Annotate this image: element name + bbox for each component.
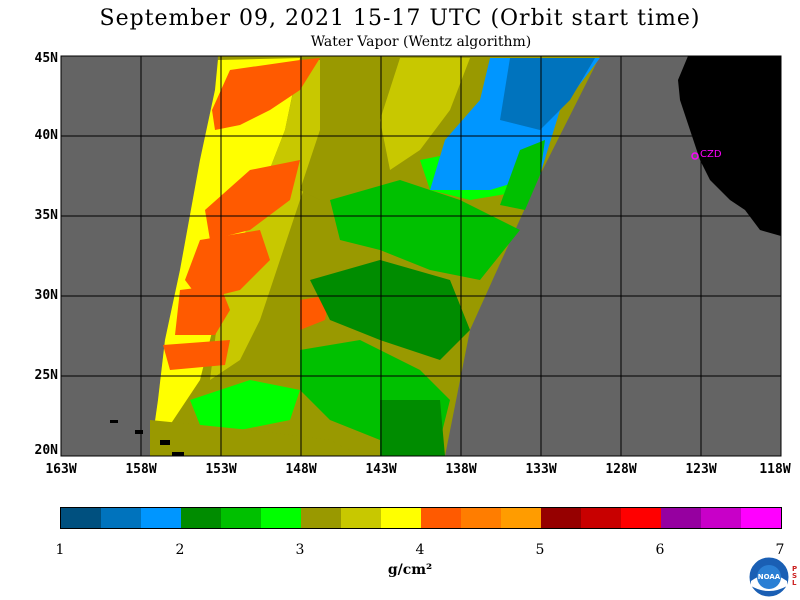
noaa-logo: NOAA [748,556,790,598]
psl-letter-l: L [792,579,797,587]
green-band-5 [380,400,445,456]
colorbar-tick-2: 2 [175,542,185,558]
colorbar-swatch-9 [421,508,461,528]
colorbar-swatch-7 [341,508,381,528]
colorbar-units: g/cm² [387,562,433,578]
station-label: CZD [700,149,722,160]
lat-label-25n: 25N [34,368,58,383]
lat-label-35n: 35N [34,208,58,223]
lat-label-30n: 30N [34,288,58,303]
lon-label-158w: 158W [125,462,157,477]
green-band-2 [310,260,470,360]
colorbar-swatch-15 [661,508,701,528]
lon-label-148w: 148W [285,462,317,477]
chart-title: September 09, 2021 15-17 UTC (Orbit star… [99,6,701,31]
colorbar-tick-1: 1 [55,542,65,558]
lon-label-138w: 138W [445,462,477,477]
colorbar-swatch-14 [621,508,661,528]
colorbar-tick-5: 5 [535,542,545,558]
colorbar-swatch-11 [501,508,541,528]
colorbar-swatch-6 [301,508,341,528]
colorbar [60,507,782,529]
island-3 [160,440,170,445]
island-1 [110,420,118,423]
station-marker [691,152,699,160]
lon-label-128w: 128W [605,462,637,477]
orange-patch-1 [212,58,320,130]
lon-label-118w: 118W [759,462,791,477]
swath-yellow-2 [210,60,350,380]
chart-subtitle: Water Vapor (Wentz algorithm) [310,34,532,50]
colorbar-swatch-10 [461,508,501,528]
orange-patch-3 [185,230,270,300]
lat-label-45n: 45N [34,51,58,66]
colorbar-swatch-4 [221,508,261,528]
swath-layer [150,56,600,456]
swath-yellow-3 [380,58,470,170]
colorbar-tick-6: 6 [655,542,665,558]
lon-label-153w: 153W [205,462,237,477]
orange-patch-4 [175,285,230,335]
psl-letter-p: P [792,565,798,573]
dark-blue-region [500,58,595,130]
colorbar-swatch-1 [101,508,141,528]
green-band-4 [190,380,300,430]
green-band-1 [330,180,520,280]
colorbar-swatch-8 [381,508,421,528]
lon-label-143w: 143W [365,462,397,477]
lon-label-133w: 133W [525,462,557,477]
lat-label-40n: 40N [34,128,58,143]
orange-patch-2 [205,160,300,240]
grid-lines [61,56,781,456]
map-frame [60,55,782,457]
green-east-edge [500,140,545,210]
colorbar-swatch-17 [741,508,781,528]
island-4 [172,452,184,456]
colorbar-tick-4: 4 [415,542,425,558]
colorbar-swatch-13 [581,508,621,528]
swath-olive-1 [300,58,400,200]
island-2 [135,430,143,434]
colorbar-swatch-2 [141,508,181,528]
land-california [678,56,781,236]
colorbar-tick-3: 3 [295,542,305,558]
colorbar-swatch-12 [541,508,581,528]
colorbar-swatch-5 [261,508,301,528]
orange-patch-5 [163,340,230,370]
colorbar-swatch-3 [181,508,221,528]
colorbar-tick-7: 7 [775,542,785,558]
lat-label-20n: 20N [34,443,58,458]
lon-label-123w: 123W [685,462,717,477]
olive-south [150,420,360,456]
hawaii-islands [110,420,184,456]
lon-label-163w: 163W [45,462,77,477]
psl-letter-s: S [792,572,798,580]
colorbar-swatch-0 [61,508,101,528]
svg-text:NOAA: NOAA [758,573,781,581]
psl-logo-text: P S L [792,566,800,587]
colorbar-swatch-16 [701,508,741,528]
